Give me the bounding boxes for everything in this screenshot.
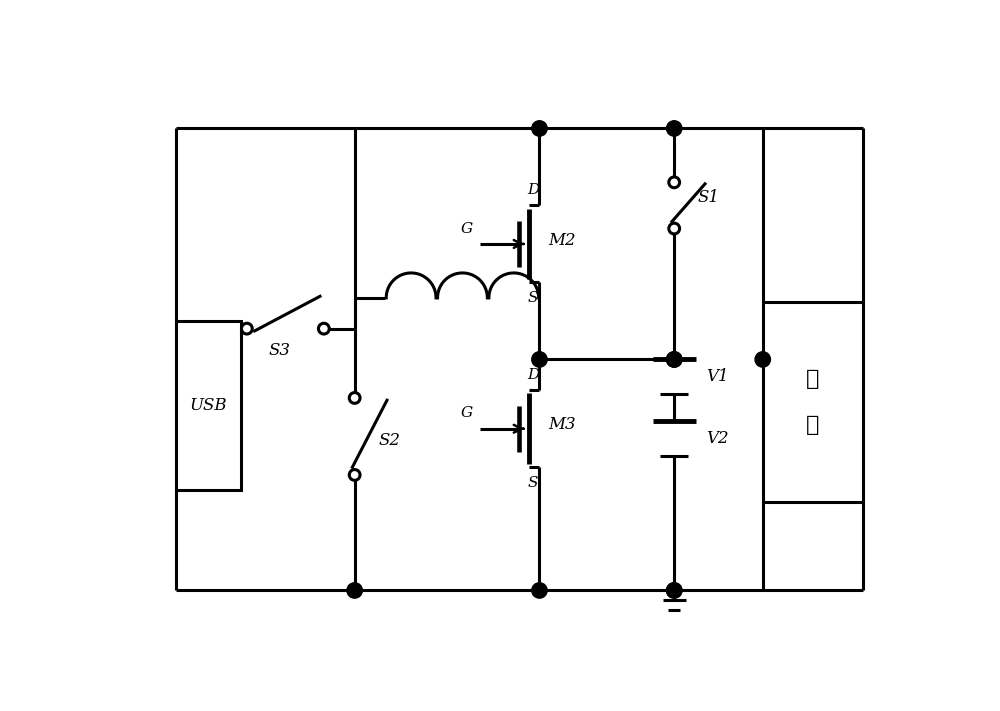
Circle shape <box>669 223 680 234</box>
Text: S2: S2 <box>378 432 400 449</box>
Bar <box>763 301 863 502</box>
Text: S3: S3 <box>268 342 290 359</box>
Circle shape <box>532 352 547 367</box>
Circle shape <box>666 352 682 367</box>
Text: 负: 负 <box>806 369 819 389</box>
Circle shape <box>666 583 682 598</box>
Text: S: S <box>528 476 539 490</box>
Circle shape <box>666 121 682 136</box>
Circle shape <box>666 352 682 367</box>
Text: V2: V2 <box>706 430 729 447</box>
Circle shape <box>532 121 547 136</box>
Circle shape <box>241 324 252 334</box>
Text: D: D <box>527 368 539 382</box>
Circle shape <box>349 469 360 481</box>
Circle shape <box>666 583 682 598</box>
Text: G: G <box>460 407 472 420</box>
Circle shape <box>669 177 680 188</box>
Text: S1: S1 <box>698 189 720 206</box>
Text: USB: USB <box>190 397 227 414</box>
Circle shape <box>347 583 362 598</box>
Text: M2: M2 <box>549 232 576 249</box>
Text: D: D <box>527 183 539 197</box>
Text: 载: 载 <box>806 415 819 435</box>
Bar <box>176 321 241 491</box>
Circle shape <box>532 583 547 598</box>
Circle shape <box>755 352 770 367</box>
Text: S: S <box>528 291 539 305</box>
Text: G: G <box>460 222 472 235</box>
Text: V1: V1 <box>706 368 729 385</box>
Circle shape <box>318 324 329 334</box>
Text: M3: M3 <box>549 417 576 434</box>
Circle shape <box>349 392 360 403</box>
